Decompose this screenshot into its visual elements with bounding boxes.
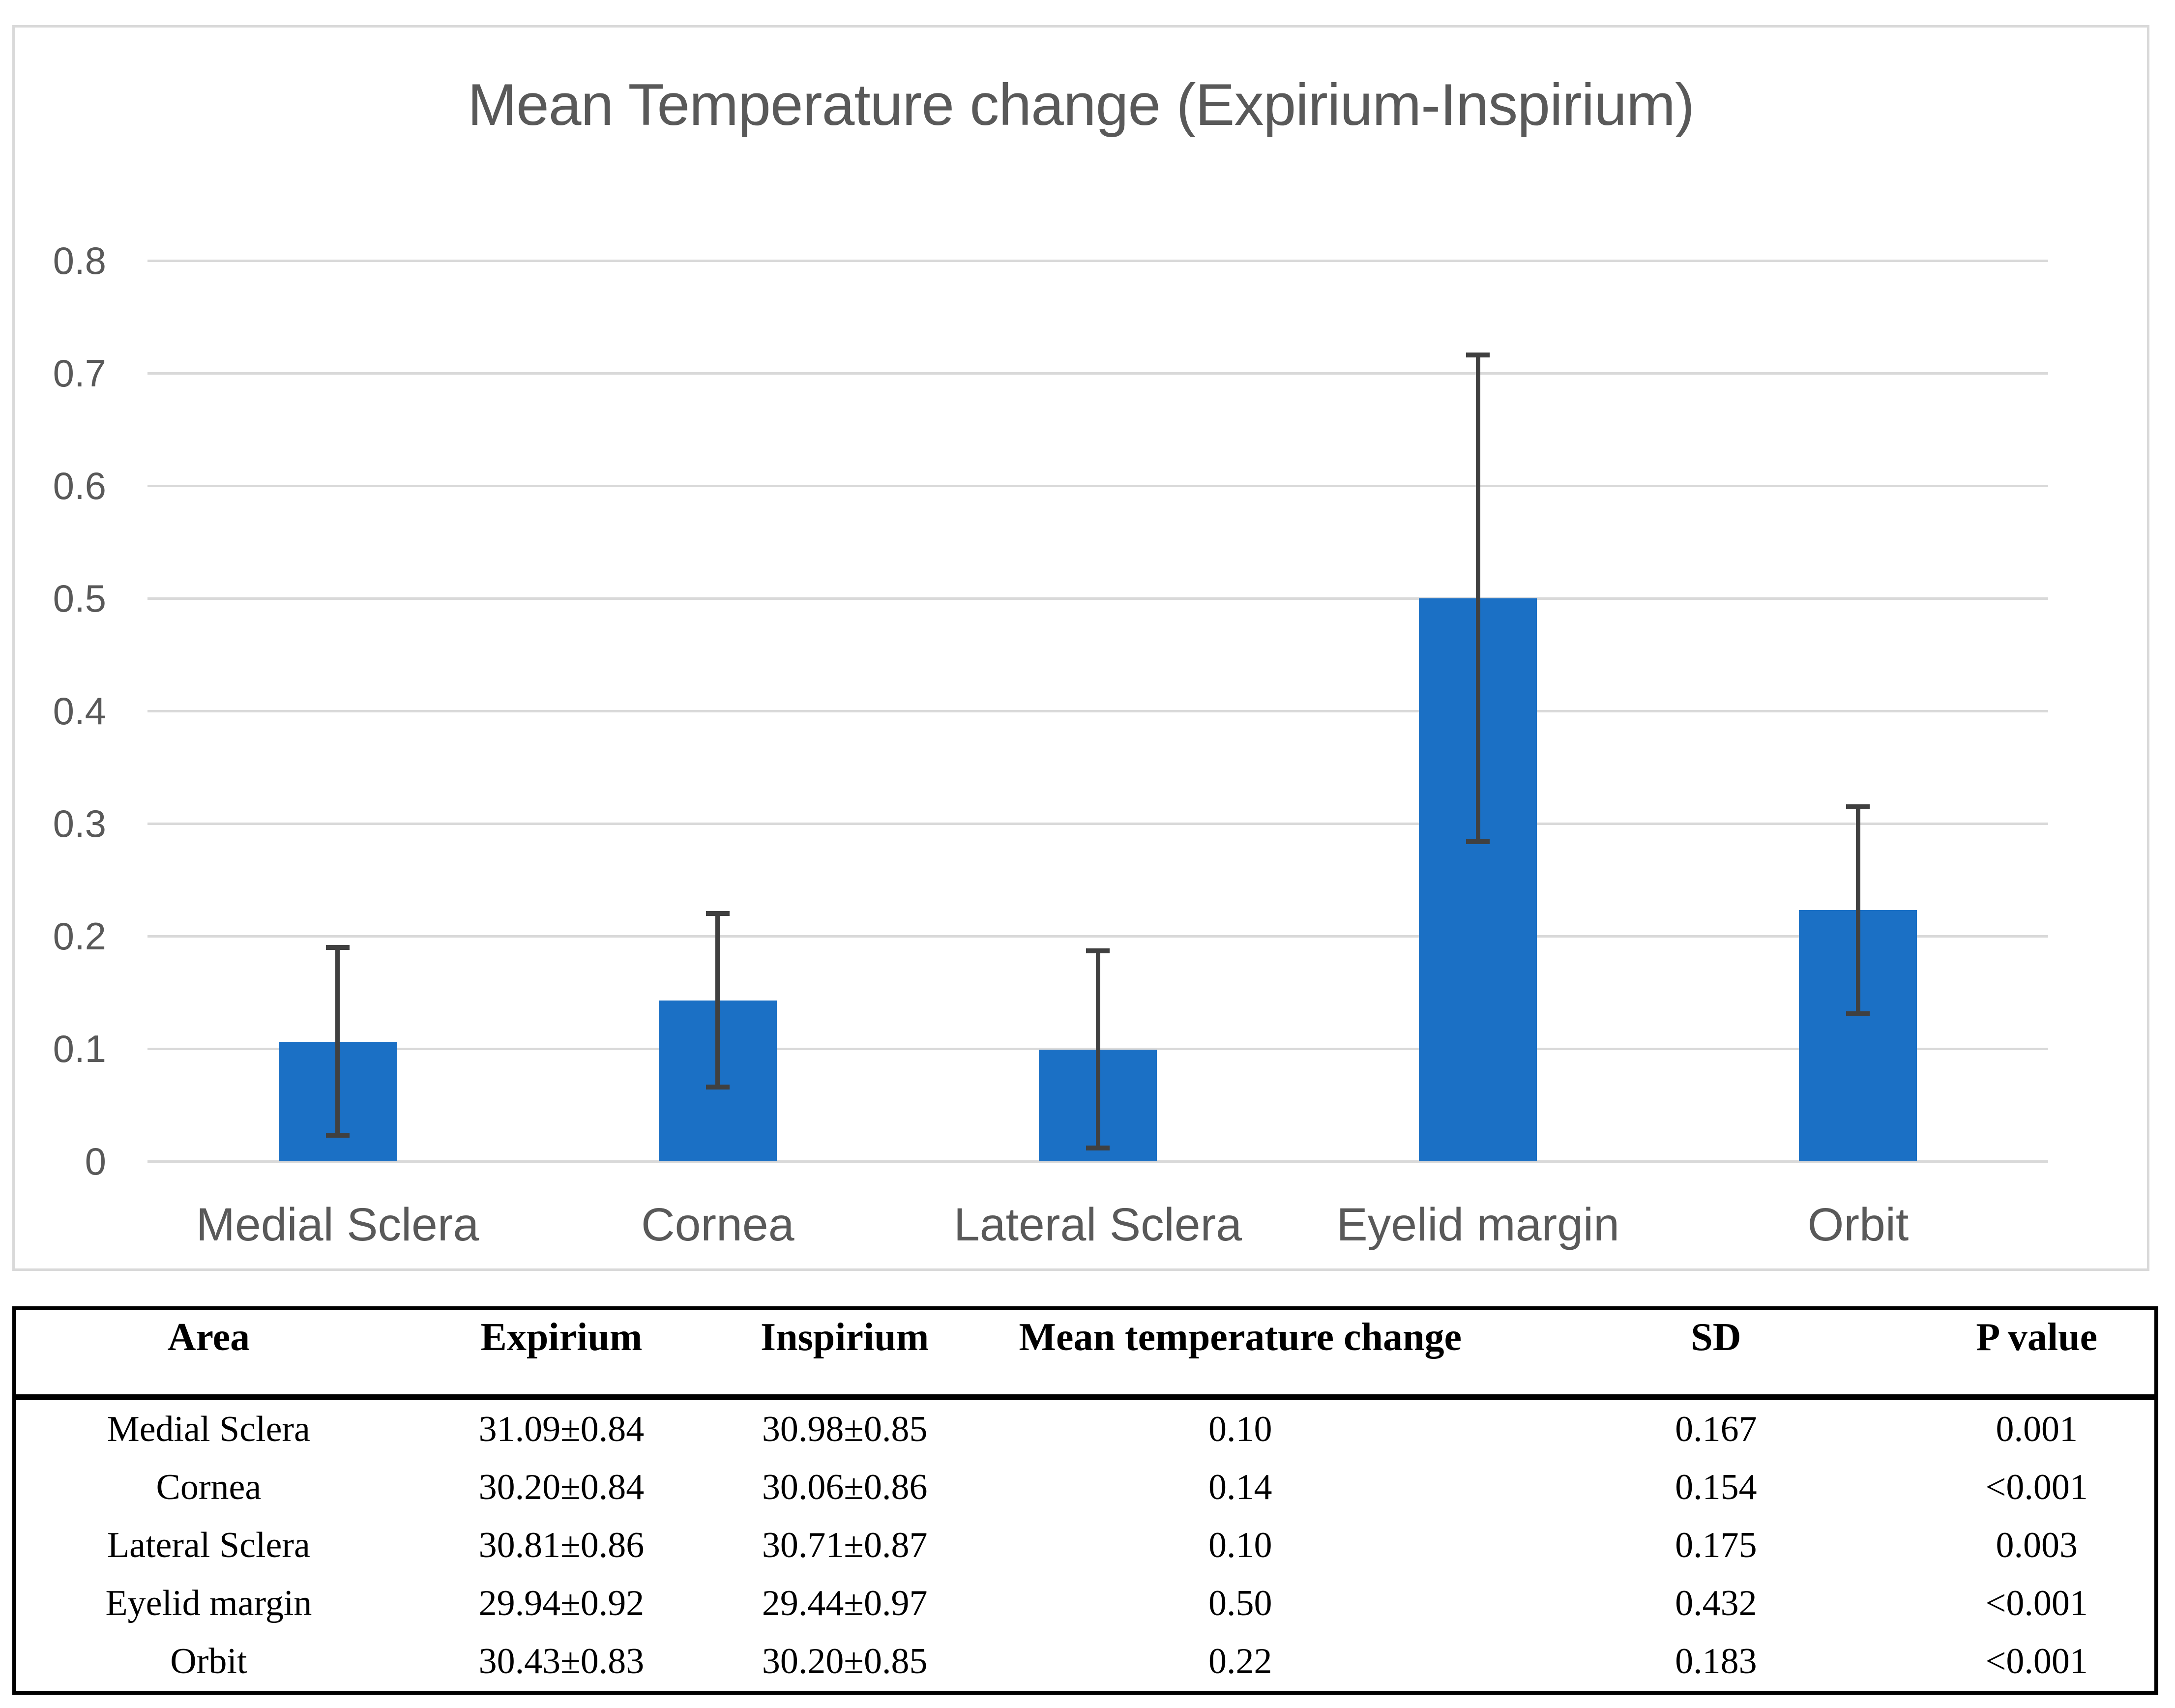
chart-title: Mean Temperature change (Expirium-Inspir… <box>468 72 1695 138</box>
error-bar-line <box>1095 950 1100 1148</box>
table-cell: 0.154 <box>1675 1467 1757 1507</box>
error-bar-cap-bottom <box>705 1084 730 1090</box>
table-cell: 30.81±0.86 <box>478 1525 645 1565</box>
column-header: Area <box>167 1316 250 1359</box>
gridline <box>147 1160 2048 1163</box>
column-header: Mean temperature change <box>1019 1316 1462 1359</box>
table-cell: 30.43±0.83 <box>478 1641 645 1682</box>
table-cell: 30.98±0.85 <box>762 1409 928 1449</box>
table-cell: 30.20±0.84 <box>478 1467 645 1507</box>
table-row: Lateral Sclera 30.81±0.86 30.71±0.87 0.10 0.… <box>16 1516 2154 1574</box>
gridline <box>147 709 2048 712</box>
table-cell: 0.003 <box>1996 1525 2078 1565</box>
gridline <box>147 372 2048 375</box>
table-cell: 0.22 <box>1208 1641 1272 1682</box>
column-header: Inspirium <box>761 1316 929 1359</box>
y-tick-label: 0 <box>85 1140 106 1183</box>
table-cell: 30.71±0.87 <box>762 1525 928 1565</box>
table-cell: 0.183 <box>1675 1641 1757 1682</box>
error-bar-cap-bottom <box>1846 1011 1870 1016</box>
table-cell: <0.001 <box>1985 1583 2088 1624</box>
y-tick-label: 0.7 <box>53 352 106 395</box>
category-label: Orbit <box>1807 1199 1909 1251</box>
table-cell: 0.175 <box>1675 1525 1757 1565</box>
gridline <box>147 935 2048 938</box>
table-header-row: Area Expirium Inspirium Mean temperature ch… <box>16 1310 2154 1400</box>
table-cell: 30.20±0.85 <box>762 1641 928 1682</box>
y-tick-label: 0.6 <box>53 464 106 507</box>
plot-area: 0.8 0.7 0.6 0.5 0.4 0.3 0.2 0.1 0 Medial Sclera Co… <box>53 239 2048 1251</box>
error-bar-line <box>1475 355 1480 842</box>
y-tick-label: 0.2 <box>53 914 106 958</box>
table-cell: 0.432 <box>1675 1583 1757 1624</box>
error-bar-cap-top <box>1846 804 1870 809</box>
error-bar-cap-bottom <box>325 1133 350 1138</box>
table-cell: 0.001 <box>1996 1409 2078 1449</box>
column-header: P value <box>1976 1316 2098 1359</box>
error-bar-cap-top <box>1086 948 1110 953</box>
table-cell: 29.94±0.92 <box>478 1583 645 1624</box>
error-bar-cap-top <box>325 944 350 950</box>
error-bar-cap-top <box>1466 353 1490 358</box>
error-bar-cap-bottom <box>1086 1145 1110 1150</box>
category-label: Cornea <box>641 1199 794 1251</box>
table-cell: Orbit <box>170 1641 247 1682</box>
table-cell: Medial Sclera <box>107 1409 310 1449</box>
table-cell: 0.50 <box>1208 1583 1272 1624</box>
y-tick-label: 0.4 <box>53 689 106 733</box>
table-cell: 30.06±0.86 <box>762 1467 928 1507</box>
y-tick-label: 0.1 <box>53 1027 106 1070</box>
table-row: Orbit 30.43±0.83 30.20±0.85 0.22 0.183 <0.001 <box>16 1633 2154 1691</box>
table-cell: 29.44±0.97 <box>762 1583 928 1624</box>
category-label: Medial Sclera <box>196 1199 479 1251</box>
column-header: Expirium <box>480 1316 643 1359</box>
results-table: Area Expirium Inspirium Mean temperature ch… <box>12 1306 2158 1695</box>
table-cell: Cornea <box>156 1467 262 1507</box>
table-cell: <0.001 <box>1985 1467 2088 1507</box>
error-bar-line <box>715 913 720 1087</box>
gridline <box>147 259 2048 262</box>
error-bar-cap-top <box>705 911 730 916</box>
gridline <box>147 484 2048 487</box>
category-label: Lateral Sclera <box>953 1199 1242 1251</box>
table-cell: 0.14 <box>1208 1467 1272 1507</box>
y-tick-label: 0.8 <box>53 239 106 282</box>
y-tick-label: 0.3 <box>53 802 106 845</box>
error-bar-line <box>335 947 340 1136</box>
category-label: Eyelid margin <box>1336 1199 1619 1251</box>
y-tick-label: 0.5 <box>53 577 106 620</box>
table-row: Medial Sclera 31.09±0.84 30.98±0.85 0.10 0.1… <box>16 1400 2154 1458</box>
column-header: SD <box>1691 1316 1741 1359</box>
table-cell: 0.167 <box>1675 1409 1757 1449</box>
gridline <box>147 597 2048 600</box>
table-cell: 31.09±0.84 <box>478 1409 645 1449</box>
table-cell: Lateral Sclera <box>107 1525 310 1565</box>
table-cell: Eyelid margin <box>105 1583 312 1624</box>
table-row: Eyelid margin 29.94±0.92 29.44±0.97 0.50 0.4… <box>16 1575 2154 1633</box>
error-bar-cap-bottom <box>1466 839 1490 844</box>
table-cell: 0.10 <box>1208 1409 1272 1449</box>
gridline <box>147 822 2048 825</box>
table-cell: <0.001 <box>1985 1641 2088 1682</box>
table-cell: 0.10 <box>1208 1525 1272 1565</box>
table-row: Cornea 30.20±0.84 30.06±0.86 0.14 0.154 <0.00… <box>16 1458 2154 1516</box>
error-bar-line <box>1855 806 1860 1014</box>
